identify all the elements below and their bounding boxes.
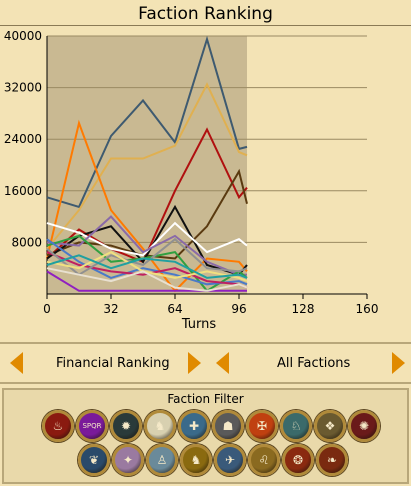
helmet-emblem-icon[interactable]: ☗ [212, 410, 244, 442]
horse-emblem-icon[interactable]: ♞ [180, 444, 212, 476]
x-tick-label-0: 0 [43, 302, 51, 316]
title-divider [0, 25, 411, 26]
x-tick-label-64: 64 [167, 302, 182, 316]
faction-scope-label: All Factions [277, 356, 351, 371]
x-tick-label-96: 96 [231, 302, 246, 316]
series-line-15 [46, 270, 247, 292]
page-title: Faction Ranking [138, 4, 273, 24]
lion-emblem-icon[interactable]: ♌ [248, 444, 280, 476]
faction-ranking-chart: 8000 16000 24000 32000 40000 0 32 64 96 128 160 Tur… [4, 29, 379, 332]
ranking-next-arrow-icon[interactable] [188, 352, 201, 374]
chariot-emblem-icon[interactable]: ✈ [214, 444, 246, 476]
x-tick-label-128: 128 [292, 302, 315, 316]
series-line-4 [46, 127, 248, 264]
knot-emblem-icon[interactable]: ❖ [314, 410, 346, 442]
y-tick-label-16000: 16000 [4, 184, 42, 198]
y-tick-label-40000: 40000 [4, 29, 42, 43]
wheel-emblem-icon[interactable]: ✺ [348, 410, 380, 442]
y-tick-label-24000: 24000 [4, 132, 42, 146]
series-line-12 [46, 237, 248, 276]
eagle-emblem-icon[interactable]: ✠ [246, 410, 278, 442]
figure-emblem-icon[interactable]: ♙ [146, 444, 178, 476]
griffin-emblem-icon[interactable]: ❧ [316, 444, 348, 476]
selector-bar: Financial Ranking All Factions [0, 342, 411, 384]
ranking-type-label: Financial Ranking [56, 356, 170, 371]
sun-emblem-icon[interactable]: ✹ [110, 410, 142, 442]
beast-emblem-icon[interactable]: ♘ [280, 410, 312, 442]
sunwheel-emblem-icon[interactable]: ❂ [282, 444, 314, 476]
x-tick-label-160: 160 [356, 302, 379, 316]
bird-emblem-icon[interactable]: ♞ [144, 410, 176, 442]
series-line-2 [46, 82, 248, 250]
flame-emblem-icon[interactable]: ♨ [42, 410, 74, 442]
series-line-1 [46, 35, 248, 209]
y-tick-label-8000: 8000 [11, 235, 42, 249]
faction-next-arrow-icon[interactable] [392, 352, 405, 374]
x-tick-label-32: 32 [103, 302, 118, 316]
series-line-5 [46, 168, 248, 260]
y-tick-label-32000: 32000 [4, 81, 42, 95]
star-emblem-icon[interactable]: ✦ [112, 444, 144, 476]
series-line-3 [46, 119, 248, 293]
faction-filter-title: Faction Filter [167, 392, 244, 406]
ranking-prev-arrow-icon[interactable] [10, 352, 23, 374]
faction-filter-panel: Faction Filter ♨ SPQR ✹ ♞ ✚ ☗ ✠ ♘ ❖ ✺ ❦ ✦ ♙ ♞ ✈ ♌ ❂ ❧ [2, 388, 409, 484]
x-axis-label: Turns [181, 317, 217, 332]
cross-emblem-icon[interactable]: ✚ [178, 410, 210, 442]
series-line-14 [46, 254, 248, 279]
spqr-emblem-icon[interactable]: SPQR [76, 410, 108, 442]
dragon-emblem-icon[interactable]: ❦ [78, 444, 110, 476]
series-line-13 [46, 250, 248, 283]
series-line-7 [46, 221, 248, 257]
faction-prev-arrow-icon[interactable] [216, 352, 229, 374]
series-line-16 [46, 267, 248, 292]
